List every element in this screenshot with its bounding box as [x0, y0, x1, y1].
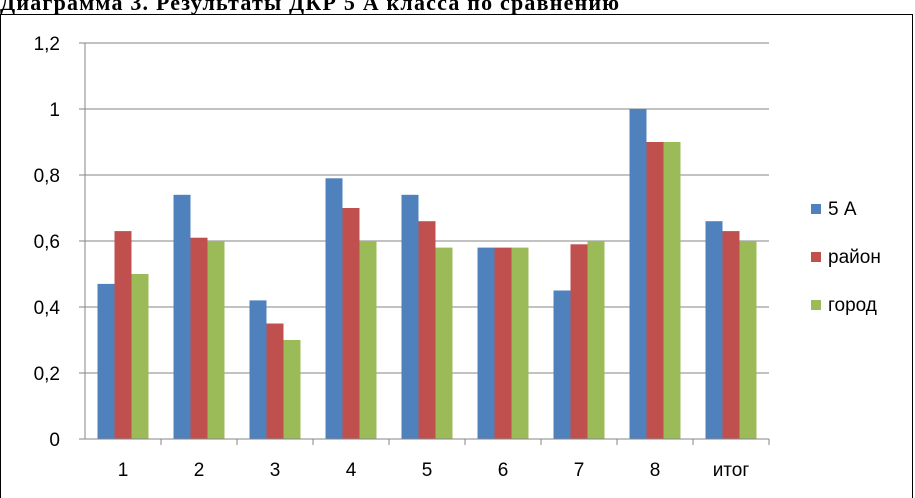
- bar: [114, 231, 132, 439]
- bar: [249, 300, 267, 439]
- x-tick-label: 7: [574, 460, 585, 481]
- legend-label: город: [828, 295, 877, 316]
- x-tick-label: 5: [422, 460, 433, 481]
- bars: [97, 109, 757, 440]
- bar: [190, 237, 208, 439]
- y-tick-label: 0,2: [34, 364, 60, 385]
- x-tick-label: 4: [346, 460, 357, 481]
- x-tick-label: 6: [498, 460, 509, 481]
- bar: [418, 221, 436, 439]
- chart-title: Диаграмма 3. Результаты ДКР 5 А класса п…: [0, 0, 621, 15]
- legend-swatch: [811, 252, 821, 262]
- bar: [401, 194, 419, 439]
- legend-swatch: [811, 300, 821, 310]
- bar: [97, 283, 115, 439]
- bar: [494, 247, 512, 439]
- legend: 5 А район город: [811, 199, 881, 316]
- x-tick-label: 8: [650, 460, 661, 481]
- legend-swatch: [811, 204, 821, 214]
- bar: [646, 142, 664, 439]
- bar: [553, 290, 571, 439]
- bar: [739, 241, 757, 439]
- legend-label: 5 А: [828, 199, 857, 220]
- bar: [435, 247, 453, 439]
- bar: [663, 142, 681, 439]
- y-tick-label: 0,6: [34, 232, 60, 253]
- y-tick-labels: 0 0,2 0,4 0,6 0,8 1 1,2: [34, 34, 61, 451]
- bar: [722, 231, 740, 439]
- bar: [325, 178, 343, 440]
- bar: [629, 109, 647, 439]
- chart-frame: [0, 14, 913, 498]
- y-tick-label: 1: [49, 100, 60, 121]
- x-tick-labels: 1 2 3 4 5 6 7 8 итог: [118, 460, 750, 481]
- legend-label: район: [828, 247, 881, 268]
- bar: [342, 208, 360, 439]
- bar: [359, 241, 377, 439]
- bar: [570, 244, 588, 439]
- x-tick-label: 3: [270, 460, 281, 481]
- y-tick-label: 0,4: [34, 298, 61, 319]
- bar: [131, 274, 149, 439]
- bar: [266, 323, 284, 439]
- bar: [173, 194, 191, 439]
- x-tick-label: итог: [713, 460, 750, 481]
- y-tick-label: 0,8: [34, 166, 60, 187]
- bar: [477, 247, 495, 439]
- x-tick-label: 1: [118, 460, 129, 481]
- bar: [511, 247, 529, 439]
- y-tick-label: 1,2: [34, 34, 60, 55]
- bar: [207, 241, 225, 439]
- axes: [84, 43, 770, 445]
- y-tick-label: 0: [49, 430, 60, 451]
- bar: [705, 221, 723, 439]
- x-tick-label: 2: [194, 460, 205, 481]
- bar: [283, 340, 301, 439]
- bar: [587, 241, 605, 439]
